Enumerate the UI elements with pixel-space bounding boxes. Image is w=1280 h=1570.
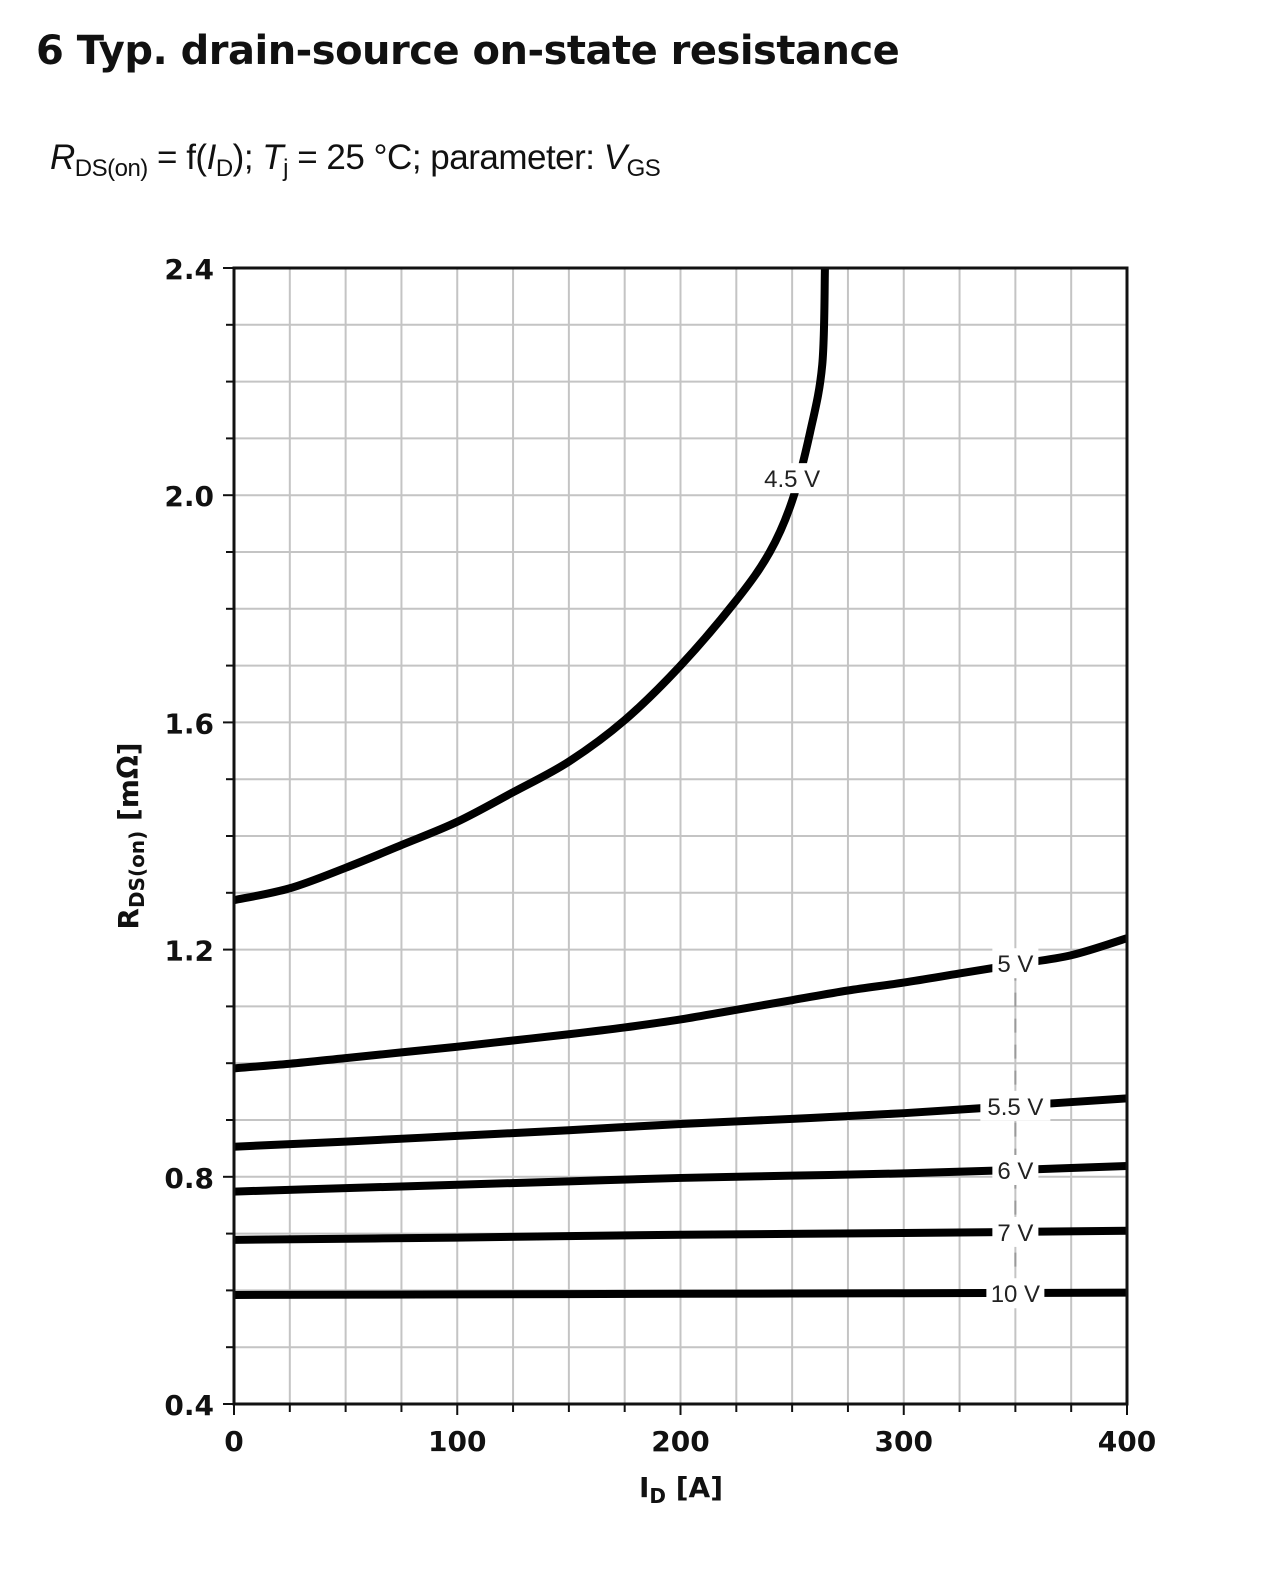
r-symbol: R [50,138,75,177]
i-subscript: D [215,155,233,182]
curve-label: 5 V [997,951,1033,978]
x-tick-label: 0 [224,1425,243,1458]
curve-label: 6 V [997,1158,1033,1185]
curve-label: 7 V [997,1220,1033,1247]
t-symbol: T [262,138,284,177]
y-axis-title: RDS(on) [mΩ] [112,742,149,929]
y-axis-title-sub: DS(on) [125,831,149,908]
curve-10v [234,1288,1127,1299]
eq-part-1: = f( [147,138,207,177]
curve-5v [234,934,1127,1073]
curve-label-background [992,948,1039,979]
y-tick-label: 0.8 [164,1162,214,1195]
curve-label-background [757,463,828,494]
tick-labels: 0 100 200 300 400 0.4 0.8 1.2 1.6 2.0 2.4 [164,253,1156,1458]
curve-4_5v [234,268,829,905]
y-axis-title-unit: [mΩ] [112,742,145,830]
curve-label-background [986,1278,1045,1309]
curve-6v [234,1162,1127,1196]
curve-label: 5.5 V [987,1094,1043,1121]
y-tick-label: 2.0 [164,480,214,513]
figure-title: 6 Typ. drain-source on-state resistance [36,28,900,74]
curve-label: 10 V [991,1281,1040,1308]
eq-part-2: ); [232,138,263,177]
y-tick-label: 2.4 [164,253,214,286]
t-subscript: j [283,155,289,182]
curve-label-background [992,1154,1039,1185]
r-subscript: DS(on) [74,155,149,182]
curve-label: 4.5 V [764,466,820,493]
x-axis-title-sub: D [649,1484,666,1508]
x-tick-label: 400 [1098,1425,1156,1458]
x-axis-title-unit: [A] [666,1471,723,1504]
y-tick-label: 1.2 [164,935,214,968]
x-axis-title-main: I [639,1471,649,1504]
curves [234,268,1127,1299]
curve-labels: 4.5 V 5 V 5.5 V 6 V 7 V 10 V [757,463,1051,1309]
curve-7v [234,1226,1127,1244]
i-symbol: I [206,138,217,177]
figure-subtitle: RDS(on) = f(ID); Tj = 25 °C; parameter: … [50,138,661,183]
x-tick-label: 200 [651,1425,709,1458]
v-symbol: V [603,138,627,177]
curve-label-background [992,1216,1039,1247]
v-subscript: GS [626,155,661,182]
curve-label-background [980,1090,1051,1121]
x-axis-title: ID [A] [639,1471,723,1508]
x-tick-label: 300 [875,1425,933,1458]
axes [223,266,1129,1415]
y-axis-title-main: R [112,908,145,930]
y-tick-label: 1.6 [164,707,214,740]
y-tick-label: 0.4 [164,1389,214,1422]
eq-part-3: = 25 °C; parameter: [288,138,604,177]
x-tick-label: 100 [428,1425,486,1458]
